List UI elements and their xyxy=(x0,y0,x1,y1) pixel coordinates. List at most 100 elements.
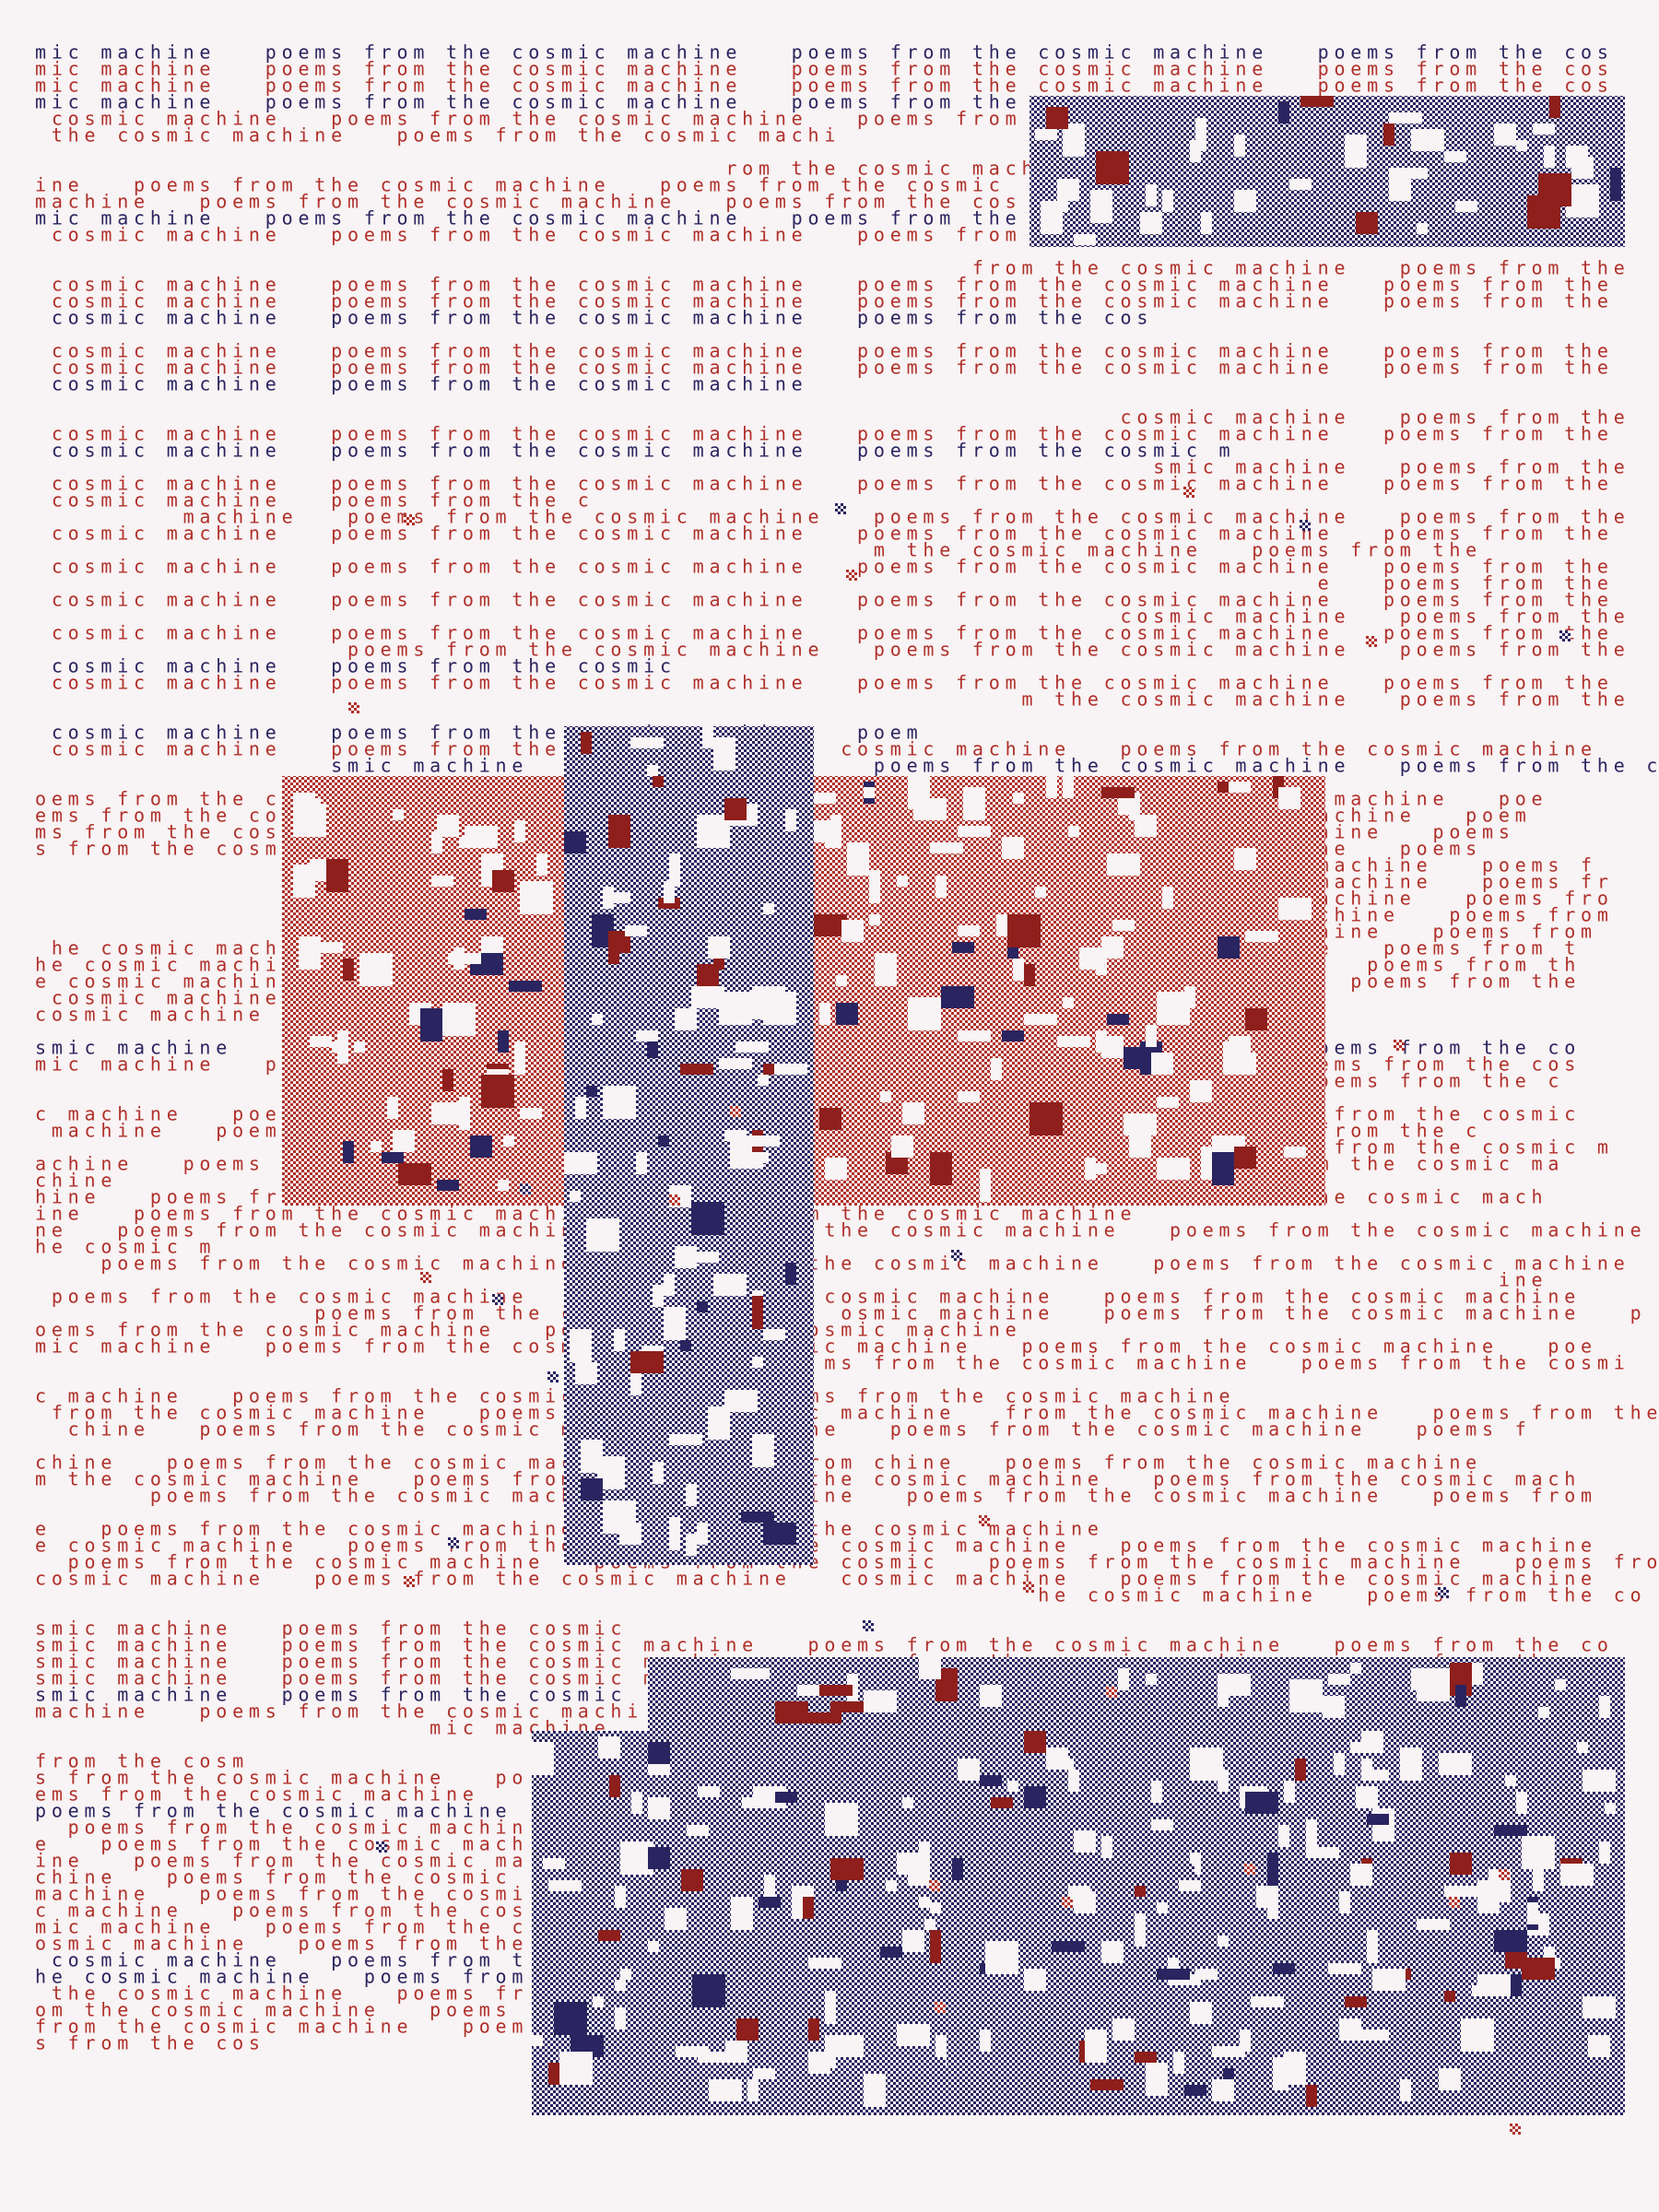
texture-cell xyxy=(636,1030,658,1041)
stray-cell xyxy=(669,1194,680,1206)
texture-cell xyxy=(1599,1841,1610,1864)
text-line: mic machine xyxy=(35,1717,610,1739)
text-line: ine poems from the cosmic machine poems … xyxy=(35,174,1006,196)
texture-cell xyxy=(520,881,553,914)
texture-cell xyxy=(1135,1913,1146,1947)
texture-cell xyxy=(1101,1941,1124,1963)
texture-cell xyxy=(1107,1014,1129,1025)
texture-cell xyxy=(669,1434,702,1445)
texture-cell xyxy=(1190,1080,1212,1102)
texture-cell xyxy=(1356,212,1378,234)
texture-cell xyxy=(1605,1803,1616,1814)
texture-cell xyxy=(1511,1974,1522,1996)
texture-cell xyxy=(1229,782,1251,793)
texture-cell xyxy=(686,1484,697,1506)
texture-cell xyxy=(836,1003,858,1025)
text-line: machine poems from the cosmi xyxy=(35,1883,528,1905)
text-line: smic machine poems from the cosmic machi… xyxy=(35,755,1659,777)
texture-cell xyxy=(608,931,619,964)
texture-cell xyxy=(897,2024,930,2046)
texture-cell xyxy=(669,1517,680,1539)
text-line: cosmic machine poems from the cosmic mac… xyxy=(35,672,1614,694)
texture-cell xyxy=(1356,1786,1378,1808)
texture-cell xyxy=(908,997,941,1030)
texture-cell xyxy=(437,1180,459,1191)
texture-cell xyxy=(719,1058,752,1069)
text-line: cosmic machine poems from the cosmic mac… xyxy=(35,589,1614,611)
texture-cell xyxy=(1345,135,1367,168)
texture-cell xyxy=(758,1075,769,1086)
stray-cell xyxy=(929,1880,940,1891)
texture-cell xyxy=(958,1030,991,1041)
texture-cell xyxy=(481,1075,514,1108)
texture-cell xyxy=(747,1135,780,1147)
stray-cell xyxy=(1300,520,1311,531)
texture-cell xyxy=(310,798,321,820)
texture-cell xyxy=(1146,2063,1168,2096)
text-line: from the cosmic machine poems from the xyxy=(35,257,1630,279)
text-line: machine poems from the cosmic machi xyxy=(35,1700,643,1723)
texture-cell xyxy=(875,953,897,986)
texture-cell xyxy=(1212,1152,1234,1185)
texture-cell xyxy=(1063,1759,1074,1770)
texture-cell xyxy=(1046,776,1057,798)
texture-cell xyxy=(1455,201,1477,212)
text-line: cosmic machine poems from the cosmic mac… xyxy=(35,340,1614,362)
texture-cell xyxy=(1146,1025,1157,1047)
texture-cell xyxy=(1085,2030,1107,2063)
texture-cell xyxy=(1212,2046,1245,2057)
texture-cell xyxy=(431,876,453,887)
texture-cell xyxy=(1339,1891,1350,1913)
texture-cell xyxy=(1306,1819,1317,1853)
texture-cell xyxy=(1079,947,1101,970)
stray-cell xyxy=(1062,1897,1073,1908)
texture-cell xyxy=(763,992,796,1025)
texture-cell xyxy=(371,1141,382,1152)
texture-cell xyxy=(731,1897,753,1930)
texture-cell xyxy=(763,903,774,914)
texture-cell xyxy=(442,1069,453,1091)
texture-cell xyxy=(1240,2030,1251,2052)
texture-cell xyxy=(1129,1135,1151,1158)
texture-cell xyxy=(1372,1969,1406,1991)
texture-layer xyxy=(293,96,1621,2135)
texture-cell xyxy=(1610,168,1621,201)
texture-cell xyxy=(1367,1930,1378,1963)
texture-cell xyxy=(1278,898,1312,920)
stray-cell xyxy=(1183,487,1194,498)
texture-cell xyxy=(1439,2068,1461,2090)
texture-cell xyxy=(393,1130,415,1152)
texture-cell xyxy=(1588,2035,1610,2057)
texture-cell xyxy=(354,1041,365,1053)
texture-cell xyxy=(819,1003,830,1025)
text-line: osmic machine poems from the xyxy=(35,1933,528,1955)
texture-cell xyxy=(697,1301,708,1312)
stray-cell xyxy=(376,1841,387,1853)
texture-cell xyxy=(814,793,836,804)
texture-cell xyxy=(1024,1014,1057,1025)
texture-cell xyxy=(952,942,974,953)
texture-cell xyxy=(764,1875,775,1897)
texture-cell xyxy=(1151,1053,1162,1075)
texture-cell xyxy=(1372,1830,1394,1841)
texture-cell xyxy=(919,1841,930,1853)
texture-cell xyxy=(830,2035,864,2057)
text-line: s from the cos xyxy=(35,2032,265,2054)
texture-cell xyxy=(559,2052,593,2085)
texture-cell xyxy=(691,1202,724,1235)
texture-cell xyxy=(653,776,664,787)
texture-cell xyxy=(930,842,963,853)
texture-cell xyxy=(686,1534,697,1556)
texture-cell xyxy=(1068,826,1079,837)
texture-cell xyxy=(1278,1825,1289,1847)
texture-cell xyxy=(608,815,630,848)
stray-cell xyxy=(863,1620,874,1631)
texture-cell xyxy=(1074,234,1096,245)
texture-cell xyxy=(536,853,547,876)
texture-cell xyxy=(675,1008,697,1030)
texture-cell xyxy=(808,1958,841,1969)
texture-cell xyxy=(864,787,875,798)
texture-cell xyxy=(1173,2052,1184,2074)
texture-cell xyxy=(648,1941,659,1952)
texture-cell xyxy=(564,831,586,853)
